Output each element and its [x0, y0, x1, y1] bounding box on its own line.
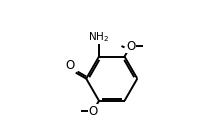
- Text: O: O: [126, 39, 135, 53]
- Text: O: O: [88, 105, 97, 118]
- Text: O: O: [65, 59, 75, 72]
- Text: NH$_2$: NH$_2$: [89, 30, 110, 44]
